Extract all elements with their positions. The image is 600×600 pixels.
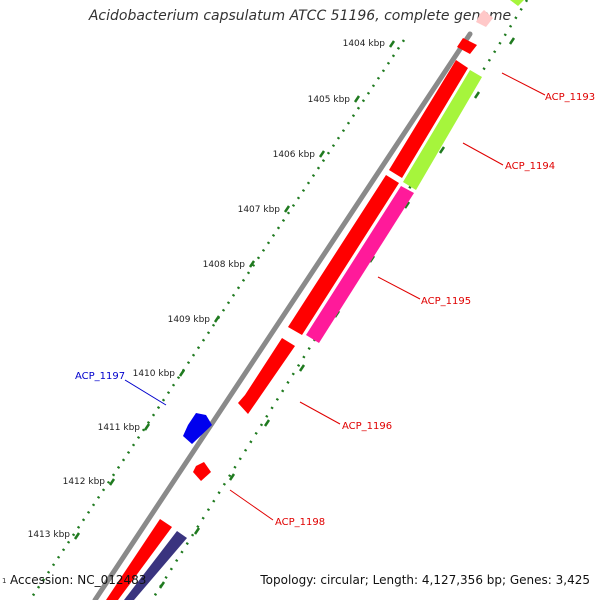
corner-ruler-label: 1: [2, 577, 7, 585]
gene-feature[interactable]: [238, 338, 295, 414]
leader-acp-1193: [501, 72, 546, 96]
ruler-label: 1413 kbp: [28, 530, 71, 540]
ruler-label: 1411 kbp: [98, 423, 141, 433]
ruler-tick: [73, 532, 81, 540]
ruler-tick: [108, 478, 116, 486]
gene-label-acp-1193[interactable]: ACP_1193: [545, 92, 595, 103]
leader-acp-1198: [229, 489, 274, 521]
cds-feature[interactable]: [183, 413, 212, 444]
accession-text: Accession: NC_012483: [10, 573, 147, 587]
genome-stats-text: Topology: circular; Length: 4,127,356 bp…: [260, 573, 590, 587]
ruler-label: 1404 kbp: [343, 39, 386, 49]
ruler-tick: [248, 260, 256, 268]
ruler-label: 1405 kbp: [308, 95, 351, 105]
gene-label-acp-1196[interactable]: ACP_1196: [342, 421, 392, 432]
cds-feature[interactable]: [403, 70, 482, 190]
ruler-tick: [213, 315, 221, 323]
leader-acp-1197: [124, 379, 167, 406]
leader-acp-1194: [462, 142, 504, 166]
gene-feature[interactable]: [288, 175, 399, 335]
leader-acp-1195: [377, 276, 421, 300]
cds-feature[interactable]: [476, 10, 493, 27]
ruler-tick: [318, 150, 326, 158]
ruler-tick: [438, 146, 446, 154]
ruler-label: 1410 kbp: [133, 369, 176, 379]
ruler-label: 1406 kbp: [273, 150, 316, 160]
ruler-tick: [228, 473, 236, 481]
ruler-major-ticks-outer: [73, 40, 396, 540]
gene-label-acp-1197[interactable]: ACP_1197: [75, 371, 125, 382]
cds-feature[interactable]: [124, 531, 187, 600]
forward-gene-track: [106, 38, 477, 600]
ruler-tick: [353, 95, 361, 103]
gene-feature[interactable]: [106, 519, 172, 600]
gene-label-acp-1194[interactable]: ACP_1194: [505, 161, 555, 172]
cds-feature[interactable]: [510, 0, 524, 6]
ruler-label: 1412 kbp: [63, 477, 106, 487]
ruler-tick: [263, 419, 271, 427]
ruler-tick: [388, 40, 396, 48]
ruler-label: 1409 kbp: [168, 315, 211, 325]
ruler-label: 1407 kbp: [238, 205, 281, 215]
map-title: Acidobacterium capsulatum ATCC 51196, co…: [88, 8, 512, 24]
gene-label-acp-1195[interactable]: ACP_1195: [421, 296, 471, 307]
gene-feature[interactable]: [193, 462, 211, 481]
cds-feature[interactable]: [306, 186, 414, 343]
ruler-tick: [403, 201, 411, 209]
gene-feature[interactable]: [389, 60, 468, 178]
ruler-tick: [143, 423, 151, 431]
ruler-tick: [178, 369, 186, 377]
ruler-tick: [193, 527, 201, 535]
ruler-tick: [158, 581, 166, 589]
cds-track: [124, 0, 524, 600]
ruler-label: 1408 kbp: [203, 260, 246, 270]
ruler-tick: [298, 364, 306, 372]
gene-label-acp-1198[interactable]: ACP_1198: [275, 517, 325, 528]
leader-acp-1196: [299, 401, 341, 425]
gene-feature[interactable]: [457, 38, 477, 54]
ruler-tick: [283, 205, 291, 213]
label-leaders: [124, 72, 546, 521]
ruler-tick: [473, 91, 481, 99]
genome-backbone: [92, 31, 473, 600]
ruler-tick: [508, 37, 516, 45]
